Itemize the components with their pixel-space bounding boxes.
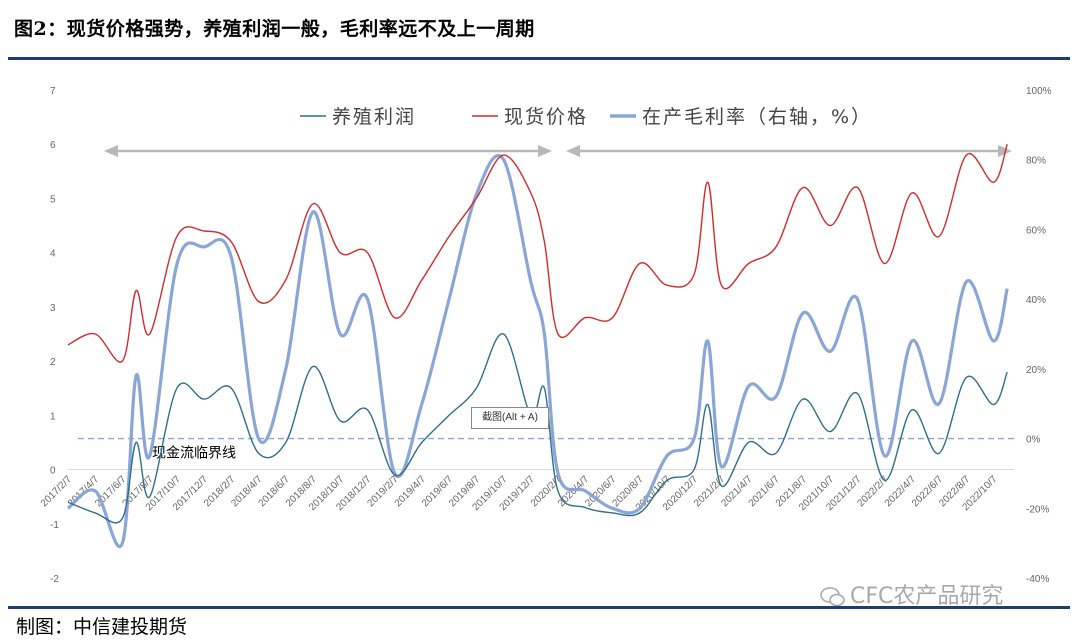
top-rule xyxy=(8,57,1070,60)
watermark: CFC农产品研究 xyxy=(820,578,1003,610)
left-tick-label: 4 xyxy=(50,249,56,260)
watermark-text: CFC农产品研究 xyxy=(850,584,1004,609)
right-tick-label: 60% xyxy=(1026,225,1046,236)
period-arrow-2 xyxy=(566,145,1012,157)
right-tick-label: 100% xyxy=(1026,86,1052,97)
series-line-margin xyxy=(66,153,1009,549)
right-tick-label: 40% xyxy=(1026,295,1046,306)
left-tick-label: 5 xyxy=(50,194,56,205)
period-arrow-1 xyxy=(104,145,552,157)
left-axis-ticks: 7 6 5 4 3 2 1 0 -1 -2 xyxy=(50,86,59,585)
left-tick-label: 6 xyxy=(50,140,56,151)
right-tick-label: -20% xyxy=(1026,504,1049,515)
left-tick-label: 0 xyxy=(50,466,56,477)
right-axis-ticks: 100% 80% 60% 40% 20% 0% -20% -40% xyxy=(1026,86,1052,585)
left-tick-label: -1 xyxy=(50,520,59,531)
series-line-price xyxy=(67,143,1008,363)
right-tick-label: 80% xyxy=(1026,156,1046,167)
series-layer xyxy=(66,143,1009,549)
bottom-rule xyxy=(8,606,1070,609)
left-tick-label: 2 xyxy=(50,357,56,368)
legend-label-price: 现货价格 xyxy=(504,106,588,128)
source-label: 制图：中信建投期货 xyxy=(16,616,188,638)
wechat-icon xyxy=(820,587,845,607)
left-tick-label: 3 xyxy=(50,303,56,314)
legend-label-profit: 养殖利润 xyxy=(332,106,416,128)
screenshot-tooltip: 截图(Alt + A) xyxy=(471,407,549,429)
legend-label-margin: 在产毛利率（右轴，%） xyxy=(642,106,872,128)
legend: 养殖利润 现货价格 在产毛利率（右轴，%） xyxy=(300,106,872,128)
x-axis-ticks: 2017/2/72017/4/72017/6/72017/8/72017/10/… xyxy=(39,474,1000,514)
left-tick-label: -2 xyxy=(50,574,59,585)
figure-title: 图2：现货价格强势，养殖利润一般，毛利率远不及上一周期 xyxy=(14,18,535,40)
left-tick-label: 1 xyxy=(50,411,56,422)
series-line-profit xyxy=(67,333,1008,524)
threshold-label: 现金流临界线 xyxy=(152,446,236,462)
right-tick-label: 20% xyxy=(1026,365,1046,376)
right-tick-label: -40% xyxy=(1026,574,1049,585)
left-tick-label: 7 xyxy=(50,86,56,97)
right-tick-label: 0% xyxy=(1026,435,1041,446)
